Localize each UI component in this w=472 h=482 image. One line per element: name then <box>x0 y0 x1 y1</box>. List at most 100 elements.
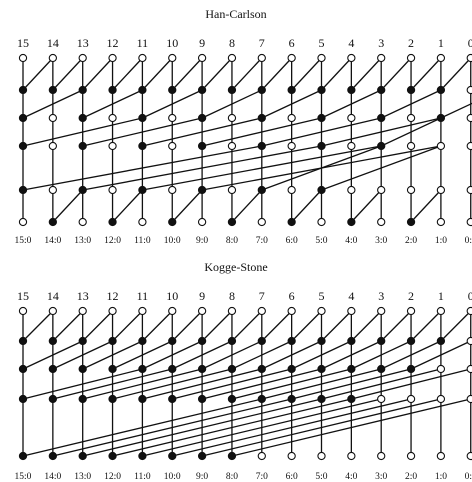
prefix-operator-node <box>197 451 207 461</box>
prefix-operator-node <box>48 394 57 404</box>
carry-wire <box>380 57 412 91</box>
prefix-operator-node <box>257 185 266 195</box>
output-label: 15:0 <box>15 472 32 482</box>
buffer-node <box>287 113 296 123</box>
buffer-node <box>436 185 446 195</box>
input-node <box>257 53 266 63</box>
carry-wire <box>410 57 442 91</box>
prefix-operator-node <box>138 113 147 123</box>
buffer-node <box>287 451 296 461</box>
buffer-node <box>78 217 87 227</box>
output-label: 2:0 <box>405 236 417 246</box>
input-node <box>377 53 386 63</box>
output-label: 1:0 <box>435 472 447 482</box>
kogge-stone-diagram: Kogge-Stone 15 14 13 12 11 10 9 8 7 6 5 4 3 2 1 015:0 14… <box>15 260 472 482</box>
buffer-node <box>48 113 57 123</box>
carry-wire <box>440 102 472 119</box>
buffer-node <box>377 451 386 461</box>
nodes <box>18 53 472 227</box>
prefix-operator-node <box>436 85 446 95</box>
carry-wire <box>82 145 322 191</box>
carry-wire <box>82 57 114 91</box>
input-node <box>436 306 446 316</box>
prefix-operator-node <box>138 141 147 151</box>
carry-wire <box>231 310 263 342</box>
carry-wire <box>261 57 293 91</box>
buffer-node <box>347 451 356 461</box>
output-label: 2:0 <box>405 472 417 482</box>
output-label: 13:0 <box>74 472 91 482</box>
bit-label: 0 <box>468 36 472 50</box>
carry-wire <box>291 189 322 223</box>
output-label: 12:0 <box>104 236 121 246</box>
buffer-node <box>436 451 446 461</box>
prefix-operator-node <box>317 85 326 95</box>
prefix-operator-node <box>18 113 28 123</box>
carry-wire <box>201 310 233 342</box>
input-node <box>227 53 237 63</box>
input-node <box>18 306 28 316</box>
output-label: 0:0 <box>465 236 472 246</box>
prefix-operator-node <box>406 364 416 374</box>
prefix-operator-node <box>317 113 326 123</box>
carry-wire <box>171 57 203 91</box>
carry-wire <box>291 310 322 342</box>
bit-label: 10 <box>166 36 178 50</box>
bit-label: 15 <box>17 36 29 50</box>
carry-wire <box>231 368 352 400</box>
carry-wire <box>350 189 382 223</box>
output-label: 0:0 <box>465 472 472 482</box>
prefix-operator-node <box>78 141 87 151</box>
input-node <box>317 53 326 63</box>
bit-label: 7 <box>259 36 265 50</box>
input-node <box>168 306 177 316</box>
prefix-operator-node <box>377 364 386 374</box>
bit-label: 13 <box>77 36 89 50</box>
input-node <box>168 53 177 63</box>
buffer-node <box>377 217 386 227</box>
output-label: 11:0 <box>134 472 151 482</box>
bit-label: 1 <box>438 289 444 303</box>
prefix-operator-node <box>18 336 28 346</box>
bit-label: 2 <box>408 36 414 50</box>
prefix-operator-node <box>168 394 177 404</box>
bit-label: 3 <box>378 289 384 303</box>
prefix-operator-node <box>287 394 296 404</box>
buffer-node <box>466 85 472 95</box>
carry-wire <box>172 398 412 457</box>
input-node <box>466 53 472 63</box>
prefix-operator-node <box>78 113 87 123</box>
carry-wire <box>142 89 203 119</box>
prefix-operator-node <box>257 394 266 404</box>
carry-wire <box>201 57 233 91</box>
carry-wire <box>261 368 382 400</box>
output-label: 6:0 <box>286 236 298 246</box>
input-node <box>48 306 57 316</box>
prefix-operator-node <box>108 451 117 461</box>
buffer-node <box>18 217 28 227</box>
carry-wire <box>321 145 442 191</box>
prefix-operator-node <box>287 217 296 227</box>
prefix-operator-node <box>197 394 207 404</box>
carry-wire <box>172 368 292 400</box>
carry-wire <box>321 117 442 147</box>
prefix-operator-node <box>48 85 57 95</box>
input-node <box>227 306 237 316</box>
buffer-node <box>347 113 356 123</box>
input-node <box>78 306 87 316</box>
carry-wire <box>112 310 143 342</box>
output-label: 7:0 <box>256 472 268 482</box>
buffer-node <box>347 141 356 151</box>
prefix-operator-node <box>347 85 356 95</box>
buffer-node <box>406 185 416 195</box>
output-label: 9:0 <box>196 472 208 482</box>
carry-wire <box>22 340 83 370</box>
prefix-operator-node <box>197 113 207 123</box>
carry-wire <box>231 189 263 223</box>
prefix-operator-node <box>138 451 147 461</box>
carry-wire <box>142 398 382 457</box>
buffer-node <box>466 394 472 404</box>
output-label: 8:0 <box>226 472 238 482</box>
output-label: 15:0 <box>15 236 32 246</box>
carry-wire <box>380 310 412 342</box>
